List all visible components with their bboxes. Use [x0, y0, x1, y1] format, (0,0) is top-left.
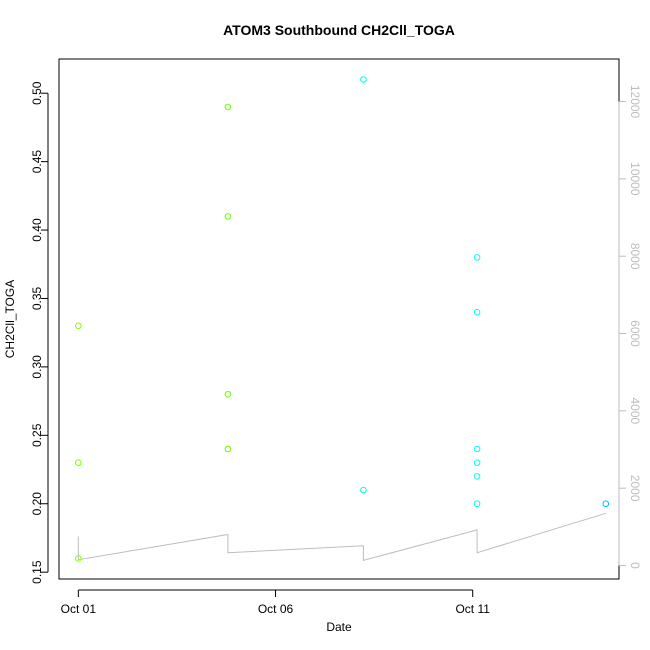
- y-axis-label: CH2Cll_TOGA: [3, 280, 17, 358]
- data-point: [224, 445, 232, 453]
- y-tick-label: 0.15: [30, 560, 44, 584]
- data-point: [473, 459, 481, 466]
- data-point: [473, 308, 481, 316]
- x-axis-label: Date: [326, 620, 352, 634]
- y-tick-label: 0.35: [30, 286, 44, 310]
- data-point: [75, 555, 82, 562]
- data-point: [602, 500, 610, 508]
- data-point: [224, 213, 232, 220]
- x-axis: Oct 01 Oct 06 Oct 11: [61, 589, 490, 616]
- y2-tick-label: 10000: [628, 162, 642, 196]
- y-tick-label: 0.20: [30, 492, 44, 516]
- y2-tick-label: 4000: [628, 397, 642, 424]
- plot-frame: [58, 58, 620, 580]
- data-point: [75, 322, 82, 330]
- y2-tick-label: 0: [628, 562, 642, 569]
- x-tick-label: Oct 06: [258, 602, 294, 616]
- y2-tick-label: 2000: [628, 475, 642, 502]
- x-tick-label: Oct 01: [61, 602, 97, 616]
- y2-axis: 0 2000 4000 6000 8000 10000 12000: [618, 85, 642, 569]
- data-point: [224, 103, 232, 111]
- secondary-series-line: [77, 512, 606, 562]
- x-tick-label: Oct 11: [455, 602, 490, 616]
- y-tick-label: 0.50: [30, 81, 44, 105]
- data-point: [473, 473, 481, 480]
- y-tick-label: 0.45: [30, 150, 44, 174]
- y2-tick-label: 12000: [628, 85, 642, 119]
- data-point: [473, 500, 481, 508]
- y2-tick-label: 8000: [628, 243, 642, 270]
- scatter-series: [75, 76, 610, 562]
- y-tick-label: 0.30: [30, 355, 44, 379]
- data-point: [224, 390, 232, 398]
- secondary-series: [77, 512, 606, 562]
- data-point: [360, 76, 367, 83]
- data-point: [473, 445, 481, 453]
- y-axis: 0.15 0.20 0.25 0.30 0.35 0.40 0.45 0.50: [30, 81, 49, 584]
- data-point: [473, 254, 481, 261]
- data-point: [75, 459, 82, 466]
- chart-title: ATOM3 Southbound CH2Cll_TOGA: [223, 22, 455, 38]
- y-tick-label: 0.40: [30, 218, 44, 242]
- data-point: [360, 486, 367, 494]
- y2-tick-label: 6000: [628, 320, 642, 347]
- y-tick-label: 0.25: [30, 423, 44, 447]
